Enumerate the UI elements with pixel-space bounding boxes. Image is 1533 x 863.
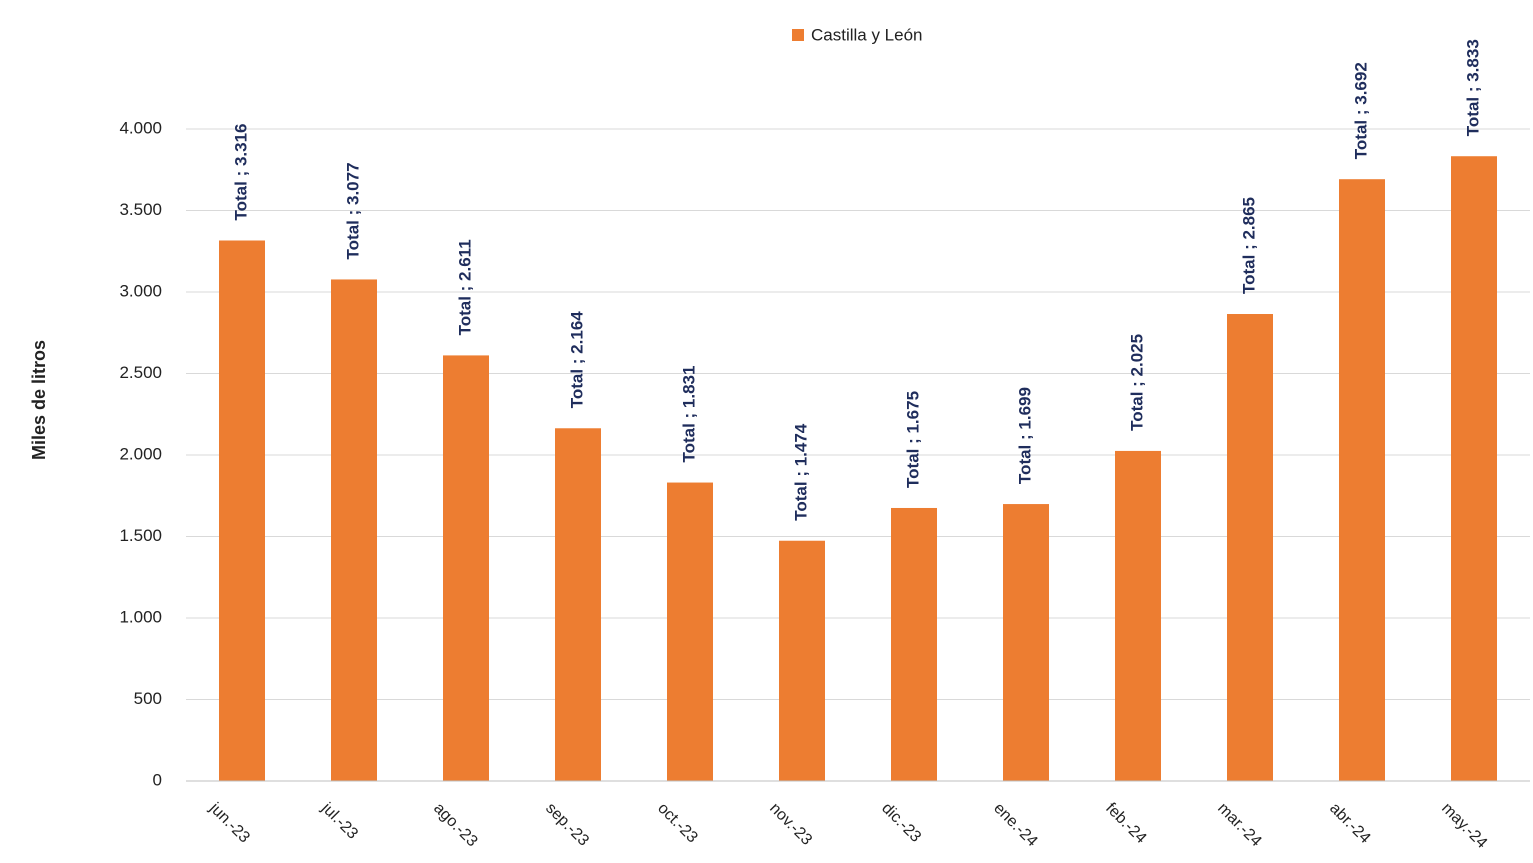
bar	[1227, 314, 1273, 781]
data-label: Total ; 2.025	[1127, 334, 1146, 431]
data-label: Total ; 1.699	[1015, 387, 1034, 484]
bar	[779, 540, 825, 781]
bar	[555, 428, 601, 781]
bar	[1115, 450, 1161, 781]
x-tick-label: may.-24	[1438, 800, 1490, 852]
bar	[443, 355, 489, 781]
data-label: Total ; 3.692	[1351, 62, 1370, 159]
legend-label: Castilla y León	[811, 25, 923, 44]
bar	[667, 482, 713, 781]
bar	[1451, 156, 1497, 781]
y-tick-label: 2.000	[119, 444, 162, 463]
y-tick-label: 3.500	[119, 200, 162, 219]
data-label: Total ; 3.833	[1463, 39, 1482, 136]
x-tick-label: ene.-24	[990, 800, 1040, 850]
data-label: Total ; 2.164	[567, 311, 586, 409]
legend-swatch	[792, 29, 804, 41]
x-tick-label: feb.-24	[1102, 800, 1149, 847]
bar	[1339, 179, 1385, 782]
x-tick-label: oct.-23	[654, 800, 701, 847]
data-label: Total ; 2.611	[455, 239, 474, 335]
y-tick-label: 1.000	[119, 607, 162, 626]
bar	[1003, 504, 1049, 781]
x-tick-label: dic.-23	[878, 800, 924, 846]
x-tick-label: mar.-24	[1214, 800, 1264, 850]
bar	[331, 279, 377, 781]
bar	[219, 240, 265, 781]
data-label: Total ; 1.831	[679, 366, 698, 463]
bar	[891, 507, 937, 781]
data-label: Total ; 3.077	[343, 162, 362, 259]
data-label: Total ; 3.316	[231, 123, 250, 220]
data-label: Total ; 1.474	[791, 423, 810, 521]
y-axis-title: Miles de litros	[29, 340, 49, 460]
x-tick-label: jun.-23	[205, 799, 252, 846]
x-tick-label: ago.-23	[430, 800, 480, 850]
y-tick-label: 0	[153, 770, 162, 789]
y-tick-label: 500	[134, 689, 162, 708]
y-tick-label: 4.000	[119, 118, 162, 137]
data-label: Total ; 1.675	[903, 391, 922, 488]
y-tick-label: 2.500	[119, 363, 162, 382]
y-tick-label: 1.500	[119, 526, 162, 545]
x-tick-label: sep.-23	[542, 800, 592, 850]
x-tick-label: abr.-24	[1326, 800, 1373, 847]
x-tick-label: nov.-23	[766, 800, 815, 849]
data-label: Total ; 2.865	[1239, 197, 1258, 294]
y-tick-label: 3.000	[119, 281, 162, 300]
x-tick-label: jul.-23	[317, 799, 361, 843]
